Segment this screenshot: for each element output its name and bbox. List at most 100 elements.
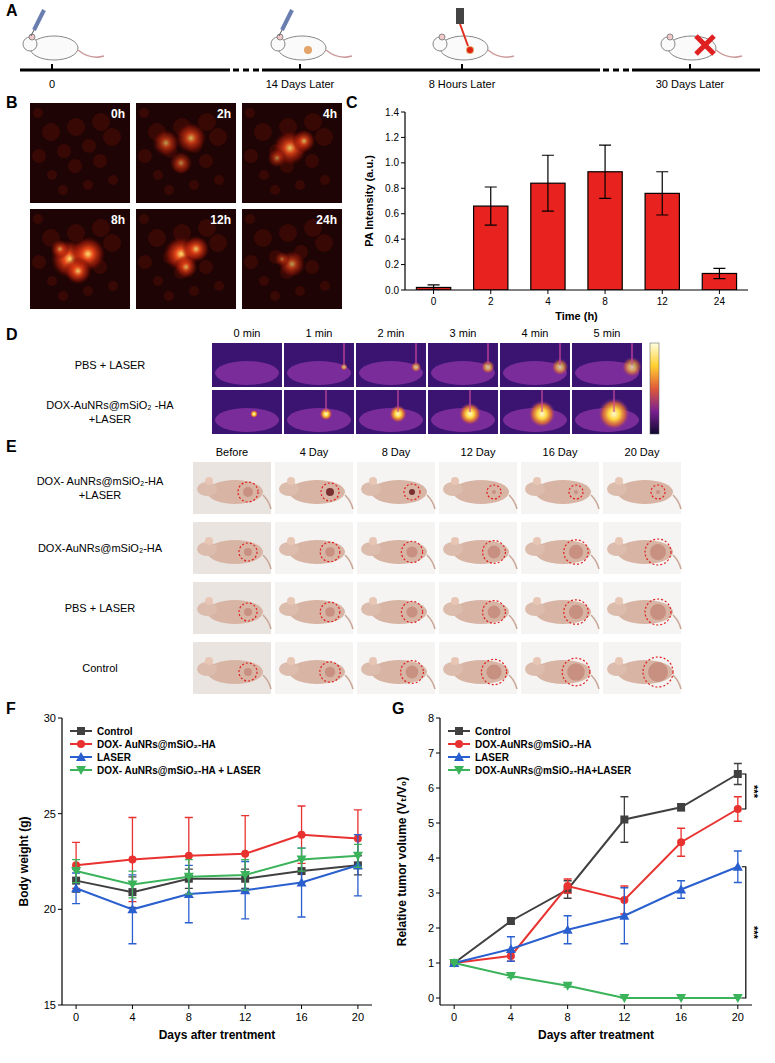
tumor-circle — [643, 657, 673, 687]
series-line — [76, 865, 358, 909]
panel-letter: F — [6, 700, 16, 717]
photo-mouse-tail — [673, 495, 681, 509]
point — [449, 959, 459, 968]
point — [676, 885, 686, 894]
x-tick — [547, 290, 548, 294]
pa-time-label: 4h — [323, 107, 337, 121]
point — [240, 871, 250, 880]
row-label: +LASER — [79, 489, 122, 501]
error-bar — [677, 881, 685, 899]
photo-mouse-tail — [673, 675, 681, 689]
error-bar — [542, 155, 554, 211]
point — [677, 803, 685, 811]
pa-noise — [189, 286, 199, 296]
photo-tumor — [325, 607, 335, 617]
photo-background — [603, 642, 681, 694]
pa-noise — [138, 255, 152, 269]
pa-signal — [267, 148, 287, 168]
timeline — [262, 69, 600, 72]
panel-letter: D — [6, 326, 18, 343]
photo-mouse-tail — [427, 495, 435, 509]
photo-mouse-ear — [369, 477, 377, 485]
tumor-circle — [483, 601, 506, 624]
row-label: DOX-AuNRs@mSiO₂-HA — [38, 542, 163, 554]
pa-noise — [82, 139, 96, 153]
panel-letter: C — [346, 94, 358, 111]
x-axis — [62, 1004, 372, 1005]
legend-marker — [455, 740, 463, 748]
row-label: DOX- AuNRs@mSiO₂-HA — [37, 475, 164, 487]
x-tick — [719, 290, 720, 294]
x-tick — [433, 290, 434, 294]
laser-beam — [397, 390, 399, 412]
photo-mouse-tail — [591, 675, 599, 689]
y-tick — [436, 788, 440, 789]
significance-bracket — [742, 774, 746, 809]
photo-mouse-ear — [287, 537, 295, 545]
point — [507, 917, 515, 925]
x-tick-label: 12 — [239, 1011, 251, 1023]
pa-noise — [270, 291, 280, 301]
tumor-icon — [466, 46, 474, 54]
photo-mouse-tail — [427, 675, 435, 689]
photo-mouse-tail — [591, 495, 599, 509]
point — [185, 852, 193, 860]
tumor-circle — [321, 483, 339, 501]
series-line — [454, 809, 738, 963]
pa-noise — [92, 219, 110, 237]
column-header: 12 Day — [461, 446, 496, 458]
pa-noise — [270, 185, 280, 195]
y-tick-label: 8 — [428, 712, 434, 724]
x-tick-label: 24 — [714, 296, 726, 307]
error-bar — [428, 285, 440, 290]
photo-mouse-ear — [533, 537, 541, 545]
x-axis-label: Time (h) — [555, 310, 598, 322]
tumor-circle — [404, 484, 420, 500]
pa-signal — [274, 251, 290, 267]
error-bar — [713, 268, 725, 278]
point — [506, 972, 516, 981]
x-tick-label: 8 — [186, 1011, 192, 1023]
plot-area — [416, 145, 736, 290]
syringe — [282, 10, 292, 30]
error-bar — [677, 804, 685, 811]
error-bar — [734, 797, 742, 822]
mouse-icon — [433, 8, 514, 60]
photo-mouse-tail — [509, 555, 517, 569]
mouse-body — [668, 36, 716, 60]
tumor-circle — [401, 661, 424, 684]
photo-mouse-tail — [263, 555, 271, 569]
timeline-label: 0 — [49, 78, 55, 90]
point — [71, 883, 81, 892]
error-bar — [298, 848, 306, 917]
tumor-circle — [564, 600, 588, 624]
error-bar — [241, 816, 249, 893]
photo-mouse-ear — [533, 657, 541, 665]
pa-noise — [103, 128, 121, 146]
thermal-image — [284, 343, 354, 387]
laser — [456, 8, 464, 24]
point — [297, 856, 307, 865]
photo-background — [521, 522, 599, 574]
photo-mouse-tail — [345, 555, 353, 569]
x-tick-label: 12 — [657, 296, 669, 307]
pa-noise — [33, 214, 43, 224]
photo-mouse-ear — [533, 477, 541, 485]
tumor-circle — [562, 658, 590, 686]
column-header: 20 Day — [625, 446, 660, 458]
mouse-photo — [603, 522, 681, 574]
column-header: 4 min — [522, 327, 549, 339]
photo-mouse-ear — [205, 477, 213, 485]
mouse-photo — [603, 462, 681, 514]
pa-noise — [214, 175, 224, 185]
mouse-photo — [521, 522, 599, 574]
thermal-image — [212, 390, 282, 434]
x-axis — [405, 289, 748, 290]
photo-tumor — [569, 545, 583, 559]
y-tick-label: 0.6 — [385, 208, 399, 219]
x-tick — [245, 1005, 246, 1009]
pa-noise — [164, 291, 174, 301]
legend-label: DOX-AuNRs@mSiO₂-HA+LASER — [475, 765, 632, 776]
timeline-break — [233, 69, 239, 72]
tumor-circle — [569, 485, 583, 499]
